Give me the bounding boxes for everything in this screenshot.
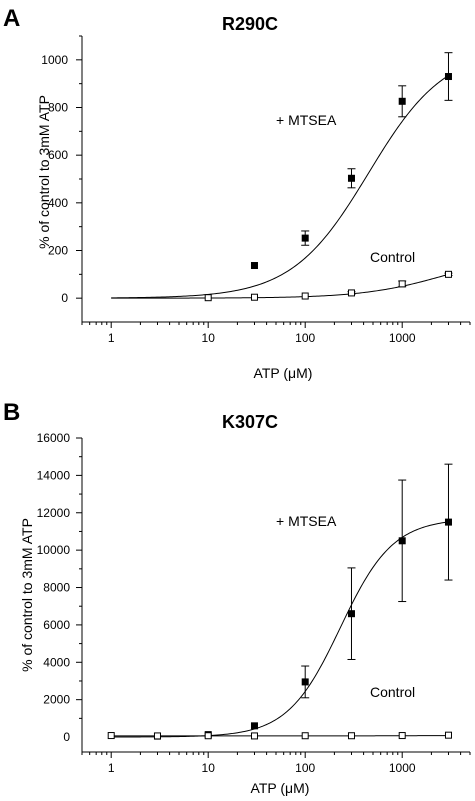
data-point <box>250 722 258 730</box>
y-tick-label: 0 <box>61 291 68 305</box>
data-point <box>301 732 309 740</box>
series-control <box>111 270 453 302</box>
plot-area-a: 0 200 400 600 800 1000 1 10 100 1000 <box>41 35 471 345</box>
control-label-b: Control <box>370 684 415 700</box>
panel-b: B K307C ATP (μM) % of control to 3mM ATP… <box>3 399 471 796</box>
data-point <box>444 518 452 526</box>
x-tick-label: 1000 <box>389 331 416 345</box>
data-point <box>347 732 355 740</box>
mtsea-label-b: + MTSEA <box>276 513 337 529</box>
x-axis-label-a: ATP (μM) <box>254 365 313 381</box>
data-point <box>204 732 212 740</box>
x-tick-label: 10 <box>202 331 216 345</box>
chart-title-a: R290C <box>222 14 278 34</box>
data-point <box>204 294 212 302</box>
fit-curve <box>111 273 449 299</box>
y-tick-label: 1000 <box>41 53 68 67</box>
mtsea-label-a: + MTSEA <box>276 112 337 128</box>
y-axis-label-b: % of control to 3mM ATP <box>19 518 35 672</box>
series-mtsea <box>111 463 453 740</box>
y-tick-label: 4000 <box>43 655 70 669</box>
series-control <box>107 731 452 740</box>
data-point <box>398 537 406 545</box>
fit-curve <box>111 75 449 299</box>
x-tick-label: 100 <box>295 331 315 345</box>
x-tick-label: 1 <box>108 331 115 345</box>
plot-area-b: 0 2000 4000 6000 8000 10000 12000 14000 16000 1 10… <box>37 431 471 775</box>
y-tick-label: 12000 <box>37 506 71 520</box>
y-tick-label: 600 <box>48 148 68 162</box>
data-point <box>347 174 355 182</box>
chart-title-b: K307C <box>222 412 278 432</box>
data-point <box>398 732 406 740</box>
y-tick-label: 14000 <box>37 468 71 482</box>
control-label-a: Control <box>370 249 415 265</box>
y-tick-label: 2000 <box>43 693 70 707</box>
data-point <box>398 97 406 105</box>
y-tick-label: 8000 <box>43 581 70 595</box>
data-point <box>301 234 309 242</box>
data-point <box>250 262 258 270</box>
series-mtsea <box>111 52 453 299</box>
y-tick-label: 200 <box>48 244 68 258</box>
x-axis-label-b: ATP (μM) <box>251 780 310 796</box>
data-point <box>398 280 406 288</box>
data-point <box>444 270 452 278</box>
panel-a: A R290C ATP (μM) % of control to 3mM ATP… <box>3 5 471 381</box>
x-tick-label: 1 <box>108 761 115 775</box>
data-point <box>301 292 309 300</box>
fit-curve <box>111 521 449 738</box>
data-point <box>347 610 355 618</box>
y-axis-label-a: % of control to 3mM ATP <box>36 95 52 249</box>
data-point <box>153 732 161 740</box>
panel-letter-a: A <box>3 5 20 32</box>
data-point <box>107 732 115 740</box>
data-point <box>250 732 258 740</box>
panel-letter-b: B <box>3 399 20 426</box>
data-point <box>444 731 452 739</box>
y-tick-label: 6000 <box>43 618 70 632</box>
y-tick-label: 16000 <box>37 431 71 445</box>
y-tick-label: 400 <box>48 196 68 210</box>
x-tick-label: 100 <box>295 761 315 775</box>
data-point <box>444 73 452 81</box>
data-point <box>250 293 258 301</box>
y-tick-label: 800 <box>48 101 68 115</box>
data-point <box>347 289 355 297</box>
y-tick-label: 10000 <box>37 543 71 557</box>
y-tick-label: 0 <box>63 730 70 744</box>
x-tick-label: 1000 <box>389 761 416 775</box>
data-point <box>301 678 309 686</box>
x-tick-label: 10 <box>202 761 216 775</box>
